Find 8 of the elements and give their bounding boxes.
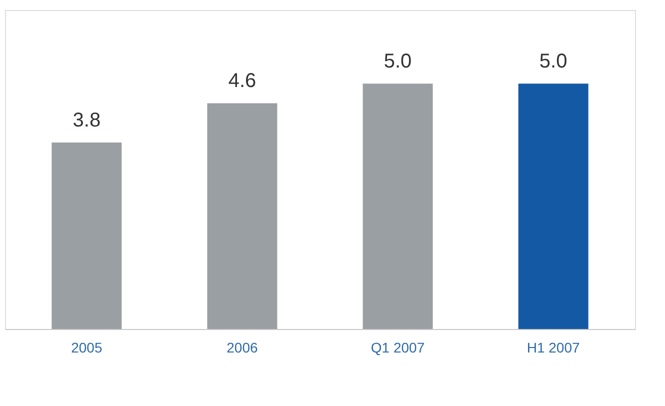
data-label: 4.6	[228, 70, 256, 92]
x-tick-label: 2006	[226, 340, 258, 356]
data-label: 5.0	[539, 50, 568, 73]
x-tick-label: H1 2007	[526, 340, 580, 356]
x-tick-label: Q1 2007	[370, 340, 425, 356]
data-label: 5.0	[384, 50, 412, 73]
data-label: 3.8	[72, 110, 101, 132]
x-tick-label: 2005	[71, 340, 102, 356]
